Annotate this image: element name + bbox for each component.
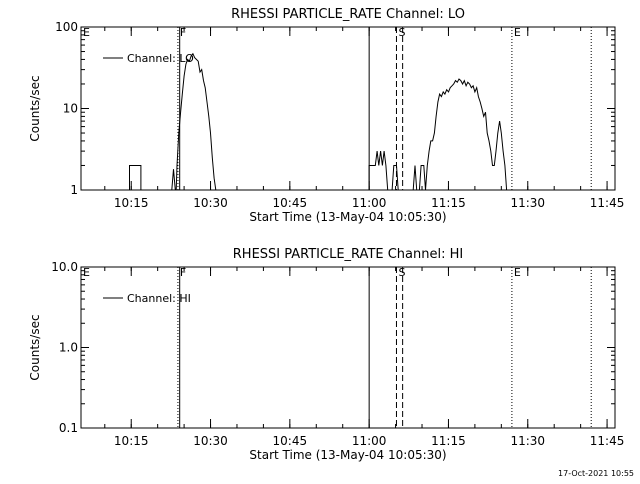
panel-1-y-tick-label: 10	[63, 102, 78, 116]
panel-1-event-marker-label: S	[398, 26, 405, 39]
panel-2-y-tick-label: 0.1	[59, 421, 78, 435]
panel-1-legend-label: Channel: LO	[127, 52, 194, 65]
panel-1-x-tick-label: 10:15	[114, 196, 149, 210]
panel-1-y-tick-label: 100	[55, 20, 78, 34]
panel-1-event-marker-label: F	[180, 26, 186, 39]
panel-2-x-axis-label: Start Time (13-May-04 10:05:30)	[249, 448, 446, 462]
panel-1-x-tick-label: 11:30	[510, 196, 545, 210]
panel-2-y-tick-label: 1.0	[59, 341, 78, 355]
panel-1-y-axis-label: Counts/sec	[28, 75, 42, 141]
footer-timestamp: 17-Oct-2021 10:55	[558, 469, 634, 478]
panel-1-event-marker-label: E	[514, 26, 521, 39]
panel-2-x-tick-label: 11:00	[352, 434, 387, 448]
panel-1-x-tick-label: 11:45	[590, 196, 625, 210]
panel-2-x-tick-label: 11:15	[431, 434, 466, 448]
panel-2-x-tick-label: 10:15	[114, 434, 149, 448]
panel-1-x-tick-label: 10:45	[273, 196, 308, 210]
panel-2-title: RHESSI PARTICLE_RATE Channel: HI	[233, 247, 463, 262]
panel-1-x-tick-label: 10:30	[193, 196, 228, 210]
panel-2-x-tick-label: 11:45	[590, 434, 625, 448]
panel-1-event-marker-label: E	[83, 26, 90, 39]
panel-1-x-tick-label: 11:00	[352, 196, 387, 210]
panel-1-series-line	[129, 52, 508, 191]
panel-2-event-marker-label: E	[83, 266, 90, 279]
panel-1-x-axis-label: Start Time (13-May-04 10:05:30)	[249, 210, 446, 224]
panel-2-legend-label: Channel: HI	[127, 292, 191, 305]
panel-1-title: RHESSI PARTICLE_RATE Channel: LO	[231, 7, 465, 22]
panel-2-y-tick-label: 10.0	[51, 260, 78, 274]
panel-2-event-marker-label: E	[514, 266, 521, 279]
panel-2-x-tick-label: 10:45	[273, 434, 308, 448]
panel-2-y-axis-label: Counts/sec	[28, 314, 42, 380]
panel-2-event-marker-label: F	[180, 266, 186, 279]
panel-2-x-tick-label: 11:30	[510, 434, 545, 448]
panel-2-x-tick-label: 10:30	[193, 434, 228, 448]
panel-1-x-tick-label: 11:15	[431, 196, 466, 210]
panel-1-y-tick-label: 1	[70, 183, 78, 197]
panel-2-event-marker-label: S	[398, 266, 405, 279]
